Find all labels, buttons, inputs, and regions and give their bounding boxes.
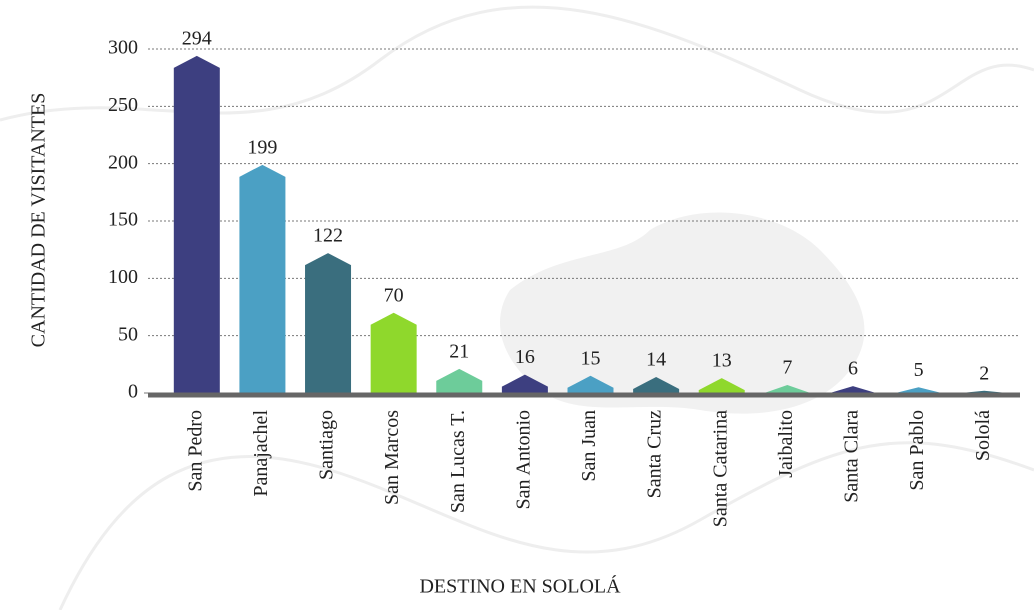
bar <box>436 368 483 393</box>
y-tick-label: 250 <box>108 94 138 116</box>
y-tick-label: 50 <box>118 323 138 345</box>
value-label: 122 <box>313 225 343 247</box>
bar <box>239 164 286 393</box>
x-tick-label: Santa Cruz <box>644 410 666 498</box>
value-label: 70 <box>384 284 404 306</box>
value-label: 21 <box>449 341 469 363</box>
value-label: 14 <box>646 349 666 371</box>
bar <box>567 375 614 393</box>
value-label: 199 <box>247 136 277 158</box>
x-tick-label: San Lucas T. <box>447 410 469 513</box>
bar <box>829 386 876 393</box>
x-tick-label: Sololá <box>972 410 994 461</box>
bar <box>173 55 220 393</box>
x-tick-label: San Antonio <box>512 410 534 509</box>
x-tick-label: San Marcos <box>381 410 403 505</box>
value-label: 5 <box>914 359 924 381</box>
x-tick-label: San Pablo <box>906 410 928 491</box>
bar <box>305 253 352 393</box>
value-label: 294 <box>182 27 212 49</box>
value-label: 15 <box>581 347 601 369</box>
y-tick-label: 100 <box>108 266 138 288</box>
x-tick-label: San Pedro <box>184 410 206 492</box>
y-tick-label: 0 <box>128 381 138 403</box>
bar <box>370 312 417 393</box>
map-line <box>58 441 1034 610</box>
bar <box>764 384 811 393</box>
value-label: 13 <box>712 350 732 372</box>
y-tick-label: 150 <box>108 209 138 231</box>
y-tick-label: 200 <box>108 151 138 173</box>
bar <box>633 376 680 393</box>
bar <box>961 390 1008 393</box>
x-tick-label: Santiago <box>316 410 338 480</box>
x-tick-label: San Juan <box>578 410 600 482</box>
x-tick-label: Santa Clara <box>841 410 863 503</box>
x-tick-label: Jaibalito <box>775 410 797 478</box>
x-tick-label: Santa Catarina <box>709 410 731 527</box>
x-axis-title: DESTINO EN SOLOLÁ <box>419 575 621 598</box>
bar <box>698 378 745 393</box>
value-label: 2 <box>979 362 989 384</box>
map-line <box>0 5 1034 122</box>
bar <box>501 374 548 393</box>
y-axis-title: CANTIDAD DE VISITANTES <box>28 93 50 348</box>
value-label: 16 <box>515 346 535 368</box>
map-lake <box>500 212 865 414</box>
background-map <box>0 5 1034 610</box>
y-tick-label: 300 <box>108 37 138 59</box>
x-tick-label: Panajachel <box>250 410 272 497</box>
value-label: 6 <box>848 358 858 380</box>
bar <box>895 387 942 393</box>
value-label: 7 <box>782 357 792 379</box>
